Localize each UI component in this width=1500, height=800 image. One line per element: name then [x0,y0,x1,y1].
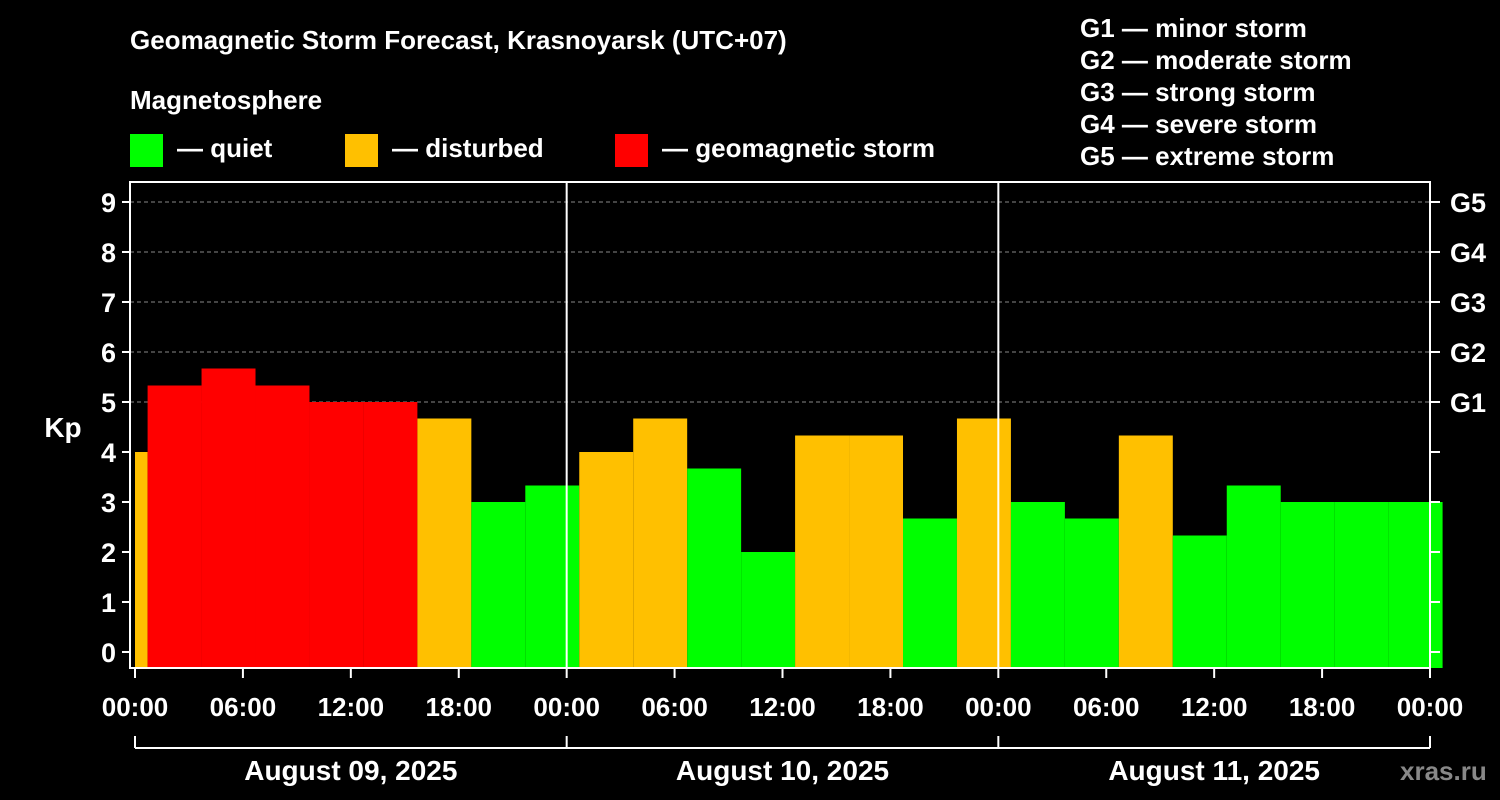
bar-15 [903,518,957,668]
bar-3 [255,385,310,668]
bar-2 [201,368,256,668]
x-tick-label-5: 06:00 [641,692,708,722]
y-tick-label-6: 6 [101,338,116,368]
x-tick-label-2: 12:00 [318,692,385,722]
legend-swatch-0 [130,134,163,167]
day-labels: August 09, 2025 August 10, 2025 August 11,… [134,736,1431,786]
y-tick-label-0: 0 [101,638,116,668]
bar-5 [363,402,418,668]
bar-9 [579,452,634,668]
bar-22 [1280,502,1335,668]
storm-level-label-G5: G5 [1450,188,1486,218]
storm-level-label-G3: G3 [1450,288,1486,318]
storm-level-axis: G5 G4 G3 G2 G1 [1430,188,1486,653]
bar-7 [471,502,526,668]
storm-legend-item-3: G4 — severe storm [1080,109,1317,139]
chart-title: Geomagnetic Storm Forecast, Krasnoyarsk … [130,25,787,55]
x-tick-label-7: 18:00 [857,692,924,722]
bar-14 [849,435,904,668]
bar-12 [741,552,796,668]
x-tick-label-4: 00:00 [533,692,600,722]
bar-24 [1388,502,1443,668]
bar-8 [525,485,580,668]
legend-label-2: — geomagnetic storm [662,133,935,163]
bar-18 [1064,518,1119,668]
y-tick-label-3: 3 [101,488,116,518]
x-tick-label-10: 12:00 [1181,692,1248,722]
bar-0 [135,452,148,668]
y-tick-label-4: 4 [101,438,116,468]
y-tick-label-8: 8 [101,238,116,268]
legend-swatch-2 [615,134,648,167]
bar-13 [795,435,850,668]
storm-legend-item-2: G3 — strong storm [1080,77,1315,107]
storm-level-label-G2: G2 [1450,338,1486,368]
bars [135,368,1443,668]
y-tick-label-2: 2 [101,538,116,568]
bar-23 [1334,502,1389,668]
bar-10 [633,418,688,668]
grid-lines [130,201,1430,403]
y-tick-label-5: 5 [101,388,116,418]
bar-6 [417,418,472,668]
y-tick-label-9: 9 [101,188,116,218]
x-tick-label-8: 00:00 [965,692,1032,722]
x-tick-label-12: 00:00 [1397,692,1464,722]
plot-border [129,181,1431,669]
day-label-2: August 11, 2025 [1108,755,1320,786]
x-tick-label-9: 06:00 [1073,692,1140,722]
storm-legend-item-0: G1 — minor storm [1080,13,1307,43]
bar-4 [309,402,364,668]
day-label-1: August 10, 2025 [676,755,889,786]
storm-legend-item-4: G5 — extreme storm [1080,141,1334,171]
x-tick-label-6: 12:00 [749,692,816,722]
storm-level-label-G1: G1 [1450,388,1486,418]
y-tick-label-7: 7 [101,288,116,318]
x-tick-label-1: 06:00 [210,692,277,722]
storm-level-label-G4: G4 [1450,238,1486,268]
y-axis-label: Kp [44,412,81,443]
legend: — quiet — disturbed — geomagnetic storm [130,133,935,167]
y-axis: 0 1 2 3 4 5 6 7 8 9 [101,188,130,668]
bar-20 [1172,535,1227,668]
storm-legend-item-1: G2 — moderate storm [1080,45,1352,75]
plot-frame [129,181,1431,669]
x-axis: 00:00 06:00 12:00 18:00 00:00 06:00 12:00 18:00… [102,668,1464,722]
bar-19 [1118,435,1173,668]
legend-title: Magnetosphere [130,85,322,115]
bar-1 [147,385,202,668]
legend-swatch-1 [345,134,378,167]
legend-label-0: — quiet [177,133,273,163]
y-tick-label-1: 1 [101,588,116,618]
watermark: xras.ru [1400,756,1487,786]
x-tick-label-11: 18:00 [1289,692,1356,722]
x-tick-label-3: 18:00 [426,692,493,722]
legend-label-1: — disturbed [392,133,544,163]
bar-17 [1010,502,1065,668]
bar-21 [1226,485,1281,668]
bar-11 [687,468,742,668]
day-label-0: August 09, 2025 [244,755,457,786]
x-tick-label-0: 00:00 [102,692,169,722]
bar-16 [956,418,1011,668]
